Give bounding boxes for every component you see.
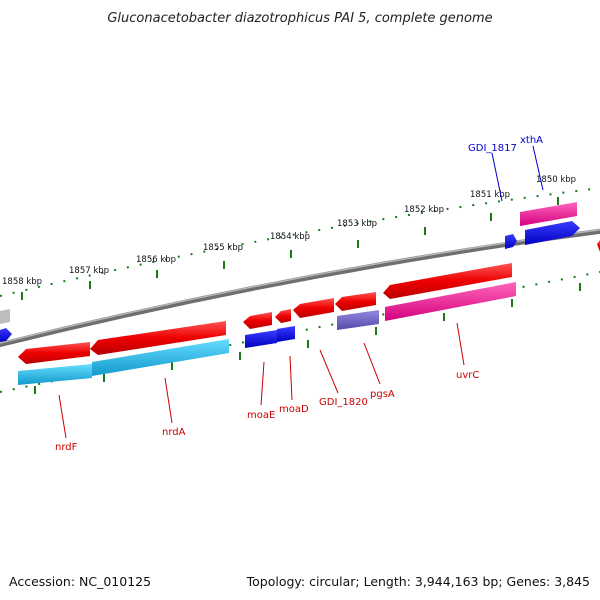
ruler-label-1854: 1854 kbp [270, 232, 310, 242]
rna-track-moaE[interactable] [245, 330, 277, 348]
rna-track-nrdF[interactable] [18, 364, 92, 385]
cds-GDI_1820[interactable] [293, 298, 334, 318]
gene-label-pgsA[interactable]: pgsA [370, 389, 395, 400]
ruler-label-1856: 1856 kbp [136, 255, 176, 265]
cds-blue-left[interactable] [0, 328, 12, 342]
rna-track-uvrC[interactable] [385, 282, 516, 321]
cds-red-right[interactable] [597, 240, 600, 252]
cds-moaD[interactable] [275, 309, 291, 323]
ruler-label-1855: 1855 kbp [203, 243, 243, 253]
gene-label-uvrC[interactable]: uvrC [456, 370, 479, 381]
accession-text: Accession: NC_010125 [9, 574, 151, 589]
gene-label-GDI_1817[interactable]: GDI_1817 [468, 143, 517, 154]
gene-label-nrdA[interactable]: nrdA [162, 427, 186, 438]
cds-xthA[interactable] [525, 221, 580, 245]
cds-moaE[interactable] [243, 312, 272, 329]
page-title: Gluconacetobacter diazotrophicus PAI 5, … [107, 11, 492, 26]
ruler-major-ticks [21, 197, 581, 394]
cds-pgsA[interactable] [335, 292, 376, 311]
gene-leader-lines [58, 322, 465, 439]
gene-label-xthA[interactable]: xthA [520, 135, 543, 146]
ruler-label-1857: 1857 kbp [69, 266, 109, 276]
cds-GDI_1817[interactable] [505, 234, 517, 249]
cds-nrdF[interactable] [18, 342, 90, 364]
gene-leader-lines-blue [491, 145, 544, 202]
ruler-label-1851: 1851 kbp [470, 190, 510, 200]
chromosome-backbone [0, 228, 600, 348]
topology-text: Topology: circular; Length: 3,944,163 bp… [246, 574, 590, 589]
cds-grey-left[interactable] [0, 309, 10, 324]
rna-track-nrdA[interactable] [92, 339, 229, 376]
rna-track-xthA[interactable] [520, 202, 577, 226]
rna-track-moaD[interactable] [277, 326, 295, 342]
rna-track-pgsA[interactable] [337, 310, 379, 330]
cds-nrdA[interactable] [90, 321, 226, 355]
ruler-label-1853: 1853 kbp [337, 219, 377, 229]
gene-label-moaE[interactable]: moaE [247, 410, 275, 421]
ruler-label-1850: 1850 kbp [536, 175, 576, 185]
gene-label-GDI_1820[interactable]: GDI_1820 [319, 397, 368, 408]
ruler-label-1852: 1852 kbp [404, 205, 444, 215]
chromosome-backbone-highlight [0, 229, 600, 344]
ruler-label-1858: 1858 kbp [2, 277, 42, 287]
gene-label-nrdF[interactable]: nrdF [55, 442, 78, 453]
cds-uvrC[interactable] [383, 263, 512, 299]
gene-label-moaD[interactable]: moaD [279, 404, 309, 415]
